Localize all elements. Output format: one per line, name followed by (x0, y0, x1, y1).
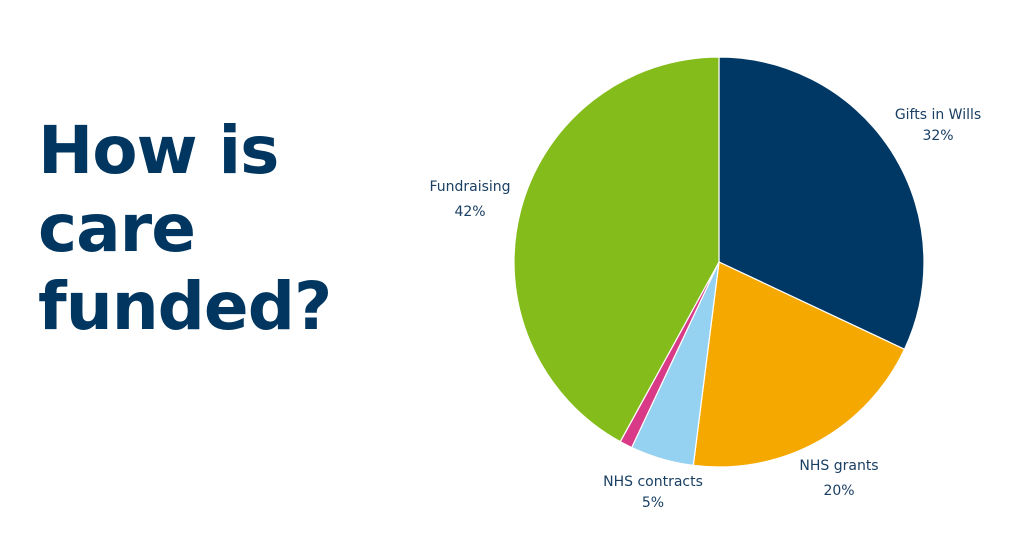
label-nhs-grants: NHS grants (799, 458, 878, 474)
value-gifts-in-wills: 32% (922, 128, 953, 144)
label-nhs-contracts: NHS contracts (603, 474, 703, 490)
label-gifts-in-wills: Gifts in Wills (895, 107, 981, 123)
label-fundraising: Fundraising (429, 179, 510, 195)
value-fundraising: 42% (454, 204, 485, 220)
pie-labels: Gifts in Wills 32% NHS grants 20% NHS co… (429, 107, 981, 511)
pie-slice-fundraising (513, 56, 720, 443)
title-line-1: How is (38, 112, 279, 189)
title-line-3: funded? (38, 268, 332, 345)
pie-slice-nhs-grants (692, 261, 906, 468)
page-title: How is care funded? (38, 112, 398, 346)
value-nhs-grants: 20% (823, 483, 854, 499)
value-nhs-contracts: 5% (642, 495, 664, 511)
pie-slice-gifts-in-wills (718, 56, 925, 351)
pie-slices (513, 56, 925, 468)
title-line-2: care (38, 190, 196, 267)
